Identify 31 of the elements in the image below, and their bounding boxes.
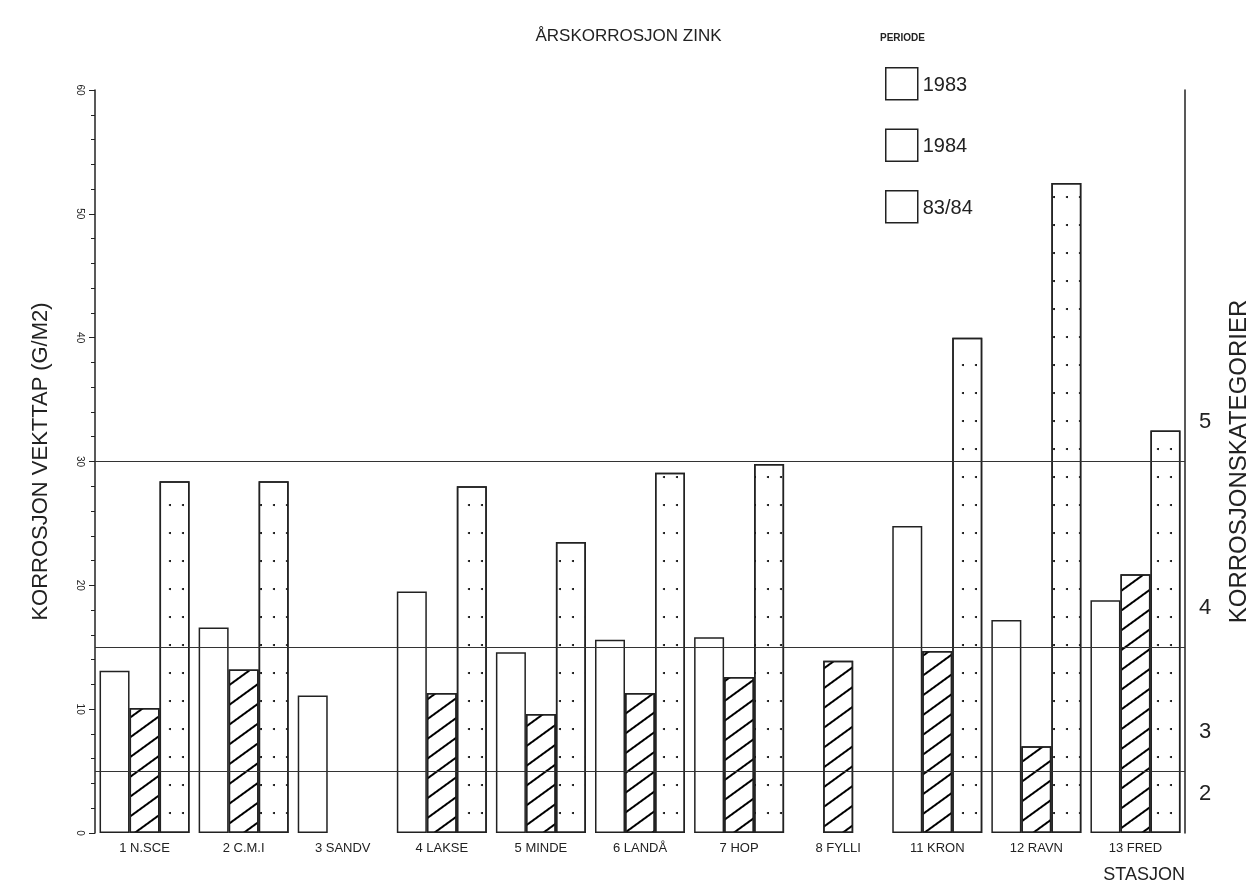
y2-axis-title: KORROSJONSKATEGORIER [1223,299,1251,624]
x-tick-label: 2 C.M.I [222,840,265,855]
legend-label: 1984 [922,134,968,157]
x-tick-label: 11 KRON [909,840,965,855]
y-axis-title: KORROSJON VEKTTAP (G/M2) [26,302,52,621]
x-axis-title: STASJON [1103,864,1185,884]
x-tick-label: 4 LAKSE [415,840,469,855]
x-tick-label: 5 MINDE [514,840,568,855]
legend-label: 1983 [922,72,968,95]
x-tick-label: 8 FYLLI [815,840,861,855]
x-tick-label: 6 LANDÅ [612,840,668,855]
y-tick-label: 60 [74,84,86,96]
chart-title: ÅRSKORROSJON ZINK [535,26,723,45]
x-tick-label: 12 RAVN [1009,840,1063,855]
text: 3 [1199,717,1212,743]
text: 2 [1199,779,1212,805]
x-tick-label: 7 HOP [719,840,759,855]
y-tick-label: 20 [74,579,86,592]
y-tick-label: 0 [74,830,86,837]
x-tick-label: 1 N.SCE [119,840,171,855]
y-tick-label: 50 [74,208,86,220]
text: 4 [1199,593,1212,619]
text: 5 [1199,408,1212,433]
y-tick-label: 30 [74,455,86,468]
x-tick-label: 13 FRED [1108,840,1163,855]
legend-label: 83/84 [922,195,973,218]
y-tick-label: 10 [74,703,86,716]
legend-title: PERIODE [880,31,926,43]
y-tick-label: 40 [74,332,86,344]
x-tick-label: 3 SANDV [314,840,371,855]
bar [297,695,328,833]
